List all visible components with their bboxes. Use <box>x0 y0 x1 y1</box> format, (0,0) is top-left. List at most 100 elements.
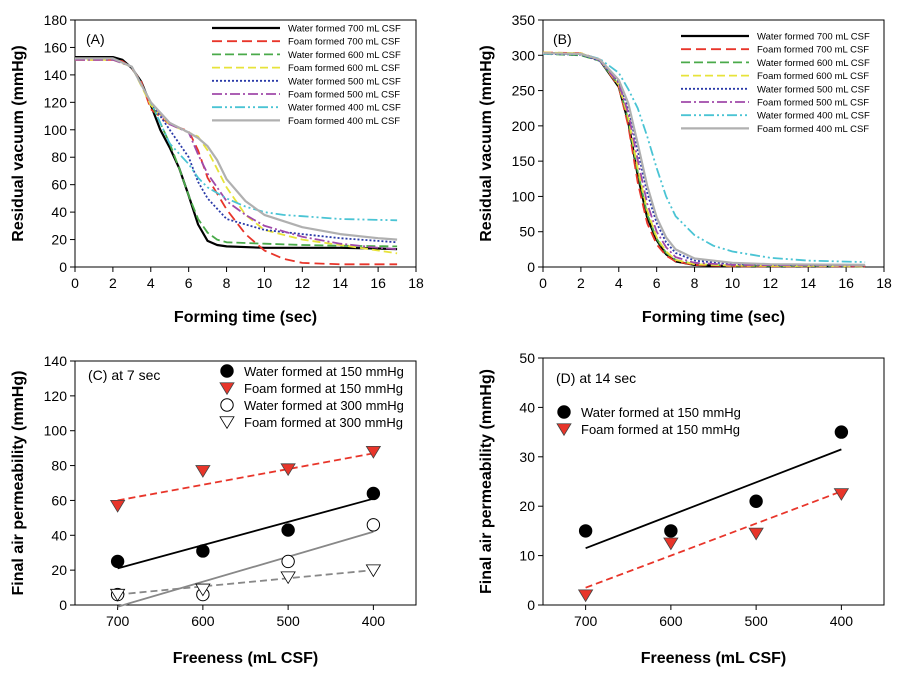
chart-panel-a: (A) 0 20 40 60 80 100 120 140 160 180 0 2 4 6 8 10 12 14 1… <box>10 12 424 326</box>
y-tick-label-a: 120 <box>44 94 68 110</box>
legend-label-a-7: Foam formed 400 mL CSF <box>288 116 400 127</box>
y-axis-title-b: Residual vacuum (mmHg) <box>478 45 495 241</box>
legend-label-b-6: Water formed 400 mL CSF <box>757 111 870 122</box>
legend-label-b-5: Foam formed 500 mL CSF <box>757 98 869 109</box>
series-line-b-7 <box>542 52 866 266</box>
legend-label-a-2: Water formed 600 mL CSF <box>288 50 401 61</box>
fit-line-d-0 <box>585 448 842 550</box>
legend-label-a-4: Water formed 500 mL CSF <box>288 76 401 87</box>
fit-line-c-1 <box>117 452 374 502</box>
series-line-a-1 <box>75 58 398 266</box>
x-tick-label-a: 18 <box>408 275 424 291</box>
y-tick-label-a: 180 <box>44 12 68 28</box>
x-tick-label-b: 4 <box>615 275 623 291</box>
legend-label-b-7: Foam formed 400 mL CSF <box>757 124 869 135</box>
legend-label-b-3: Foam formed 600 mL CSF <box>757 71 869 82</box>
series-line-b-6 <box>543 53 866 263</box>
chart-panel-c: (C) at 7 sec 0 20 40 60 80 100 120 140 700 600 500… <box>10 353 417 667</box>
legend-label-c-0: Water formed at 150 mmHg <box>244 364 404 379</box>
x-axis-title-c: Freeness (mL CSF) <box>173 650 319 667</box>
data-point-c-2 <box>366 518 381 532</box>
y-tick-label-a: 80 <box>51 149 67 165</box>
y-axis-title-c: Final air permeability (mmHg) <box>10 371 27 596</box>
data-point-c-1 <box>195 465 211 478</box>
x-tick-label-a: 8 <box>223 275 231 291</box>
y-tick-label-c: 40 <box>51 527 67 543</box>
data-point-d-0 <box>749 494 763 508</box>
series-line-a-7 <box>75 57 398 241</box>
panel-label-c: (C) at 7 sec <box>88 367 160 383</box>
y-tick-label-a: 20 <box>51 232 67 248</box>
x-tick-label-c: 400 <box>362 613 386 629</box>
y-tick-label-c: 100 <box>44 423 68 439</box>
data-point-c-1 <box>365 445 382 459</box>
y-axis-title-d: Final air permeability (mmHg) <box>478 369 495 594</box>
data-point-c-2 <box>281 554 295 569</box>
x-tick-label-d: 600 <box>659 613 683 629</box>
fit-line-c-3 <box>117 569 374 596</box>
y-tick-label-b: 50 <box>519 224 535 240</box>
y-tick-label-d: 0 <box>527 597 535 613</box>
x-tick-label-b: 0 <box>539 275 547 291</box>
y-tick-label-a: 0 <box>59 259 67 275</box>
legend-label-c-1: Foam formed at 150 mmHg <box>244 381 403 396</box>
y-tick-label-d: 20 <box>519 498 535 514</box>
data-point-d-0 <box>834 425 849 439</box>
chart-panel-b: (B) 0 50 100 150 200 250 300 350 0 2 4 6 8 10 12 14 16 18… <box>478 12 892 326</box>
data-point-d-0 <box>664 524 678 538</box>
y-tick-label-b: 300 <box>512 47 536 63</box>
x-tick-label-b: 10 <box>725 275 741 291</box>
panel-label-d: (D) at 14 sec <box>556 370 636 386</box>
legend-label-a-6: Water formed 400 mL CSF <box>288 103 401 114</box>
plot-frame-d <box>542 357 885 606</box>
series-line-b-4 <box>542 53 866 267</box>
x-tick-label-a: 12 <box>295 275 311 291</box>
x-tick-label-c: 500 <box>276 613 300 629</box>
data-point-c-3 <box>109 588 126 602</box>
legend-marker-c-2 <box>220 398 234 412</box>
legend-marker-d-0 <box>557 405 571 419</box>
fit-line-c-0 <box>117 497 374 570</box>
panel-label-a: (A) <box>86 31 105 47</box>
series-line-a-5 <box>75 58 398 251</box>
data-point-c-3 <box>280 571 296 585</box>
legend-label-b-2: Water formed 600 mL CSF <box>757 58 870 69</box>
x-tick-label-b: 2 <box>577 275 585 291</box>
legend-label-a-1: Foam formed 700 mL CSF <box>288 37 400 48</box>
y-tick-label-c: 0 <box>59 597 67 613</box>
data-point-c-3 <box>195 583 211 597</box>
x-tick-label-b: 16 <box>838 275 854 291</box>
y-tick-label-a: 100 <box>44 122 68 138</box>
data-point-c-1 <box>109 500 126 513</box>
legend-marker-c-3 <box>219 416 235 430</box>
legend-marker-c-0 <box>220 364 234 378</box>
legend-label-d-0: Water formed at 150 mmHg <box>581 405 741 420</box>
x-tick-label-d: 700 <box>574 613 598 629</box>
x-tick-label-a: 2 <box>109 275 117 291</box>
legend-label-a-3: Foam formed 600 mL CSF <box>288 63 400 74</box>
data-point-c-1 <box>280 463 296 477</box>
legend-label-b-4: Water formed 500 mL CSF <box>757 84 870 95</box>
series-line-b-3 <box>542 51 866 268</box>
x-axis-title-b: Forming time (sec) <box>642 309 785 326</box>
x-tick-label-b: 18 <box>876 275 892 291</box>
y-tick-label-c: 60 <box>51 492 67 508</box>
data-point-d-1 <box>748 527 764 541</box>
fit-line-d-1 <box>585 490 842 589</box>
data-point-d-1 <box>577 589 594 603</box>
y-tick-label-a: 160 <box>44 39 68 55</box>
y-tick-label-b: 250 <box>512 83 536 99</box>
y-tick-label-b: 100 <box>512 188 536 204</box>
legend-label-c-2: Water formed at 300 mmHg <box>244 398 404 413</box>
y-tick-label-b: 150 <box>512 153 536 169</box>
x-tick-label-b: 12 <box>763 275 779 291</box>
legend-label-b-1: Foam formed 700 mL CSF <box>757 45 869 56</box>
series-line-b-1 <box>542 51 866 268</box>
y-tick-label-b: 0 <box>527 259 535 275</box>
chart-panel-d: (D) at 14 sec 0 10 20 30 40 50 700 600 500 400 Fre… <box>478 350 885 667</box>
y-tick-label-a: 60 <box>51 177 67 193</box>
legend-marker-d-1 <box>556 423 572 437</box>
y-tick-label-a: 140 <box>44 67 68 83</box>
data-point-c-0 <box>281 523 295 537</box>
